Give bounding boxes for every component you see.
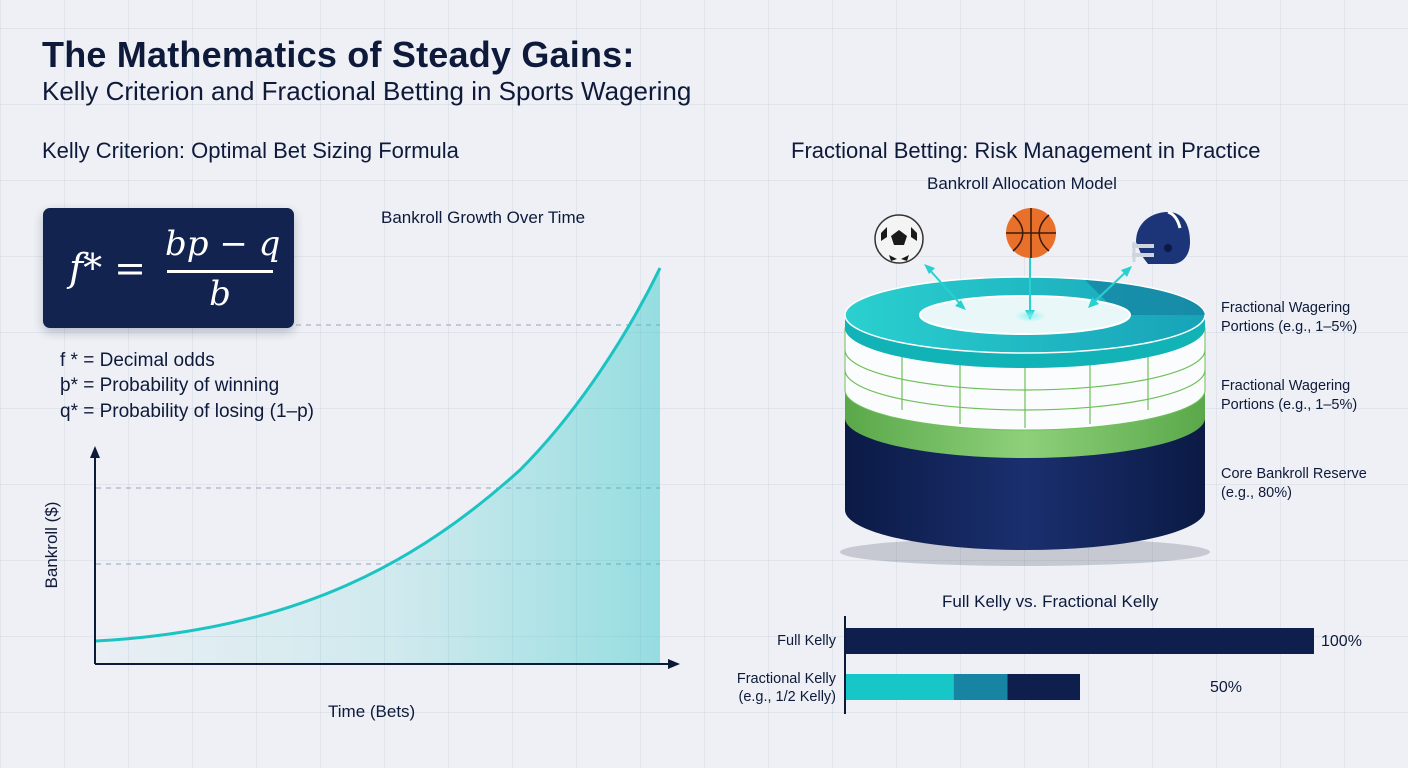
label-wagering-middle: Fractional Wagering Portions (e.g., 1–5%… — [1221, 377, 1357, 415]
x-axis-arrow — [668, 659, 680, 669]
bar-segment-0-0 — [846, 628, 1314, 654]
bar-value-full-kelly: 100% — [1321, 633, 1362, 650]
label-line: Portions (e.g., 1–5%) — [1221, 397, 1358, 413]
page-title: The Mathematics of Steady Gains: — [42, 34, 635, 75]
x-axis-label: Time (Bets) — [328, 702, 416, 721]
bar-label-line: Fractional Kelly — [736, 671, 836, 687]
bar-value-fractional-kelly: 50% — [1210, 679, 1243, 696]
allocation-model-title: Bankroll Allocation Model — [927, 174, 1117, 193]
basketball-icon — [1006, 208, 1056, 258]
label-line: Portions (e.g., 1–5%) — [1221, 319, 1358, 335]
kelly-comparison-chart — [844, 616, 1314, 714]
formula-denominator: b — [209, 274, 231, 314]
label-line: Core Bankroll Reserve — [1221, 466, 1367, 482]
kelly-formula-box: f* = bp − q b — [43, 208, 294, 328]
label-wagering-top: Fractional Wagering Portions (e.g., 1–5%… — [1221, 299, 1357, 337]
formula-lhs: f* = — [69, 246, 146, 290]
definition-p: þ* = Probability of winning — [60, 375, 280, 396]
cylinder-shadow — [840, 538, 1210, 566]
soccer-ball-icon — [874, 214, 924, 264]
football-helmet-icon — [1132, 210, 1190, 264]
formula-fraction-bar — [167, 270, 273, 273]
growth-area — [96, 268, 660, 664]
bar-label-full-kelly: Full Kelly — [716, 632, 836, 650]
arrow-soccer — [927, 267, 963, 307]
kelly-comparison-title: Full Kelly vs. Fractional Kelly — [942, 592, 1159, 611]
bar-label-fractional-kelly: Fractional Kelly (e.g., 1/2 Kelly) — [696, 670, 836, 706]
bankroll-cylinder-diagram — [840, 258, 1210, 566]
left-section-title: Kelly Criterion: Optimal Bet Sizing Form… — [42, 138, 459, 163]
bar-segment-1-2 — [1007, 674, 1080, 700]
arrow-football — [1091, 269, 1129, 305]
bar-label-line: Full Kelly — [777, 633, 836, 649]
growth-chart-title: Bankroll Growth Over Time — [381, 208, 586, 227]
label-line: Fractional Wagering — [1221, 300, 1351, 316]
formula-numerator: bp − q — [165, 224, 281, 264]
y-axis-arrow — [90, 446, 100, 458]
bankroll-growth-chart — [90, 267, 680, 669]
label-line: (e.g., 80%) — [1221, 485, 1292, 501]
definition-f: f * = Decimal odds — [60, 350, 215, 371]
right-section-title: Fractional Betting: Risk Management in P… — [791, 138, 1261, 163]
bar-segment-1-0 — [846, 674, 954, 700]
page-subtitle: Kelly Criterion and Fractional Betting i… — [42, 76, 692, 106]
growth-curve — [95, 267, 662, 643]
bar-segment-1-1 — [953, 674, 1008, 700]
label-line: Fractional Wagering — [1221, 378, 1351, 394]
definition-q: q* = Probability of losing (1–p) — [60, 401, 315, 422]
label-core-reserve: Core Bankroll Reserve (e.g., 80%) — [1221, 465, 1367, 503]
y-axis-label: Bankroll ($) — [42, 501, 61, 589]
bar-label-line: (e.g., 1/2 Kelly) — [738, 689, 836, 705]
